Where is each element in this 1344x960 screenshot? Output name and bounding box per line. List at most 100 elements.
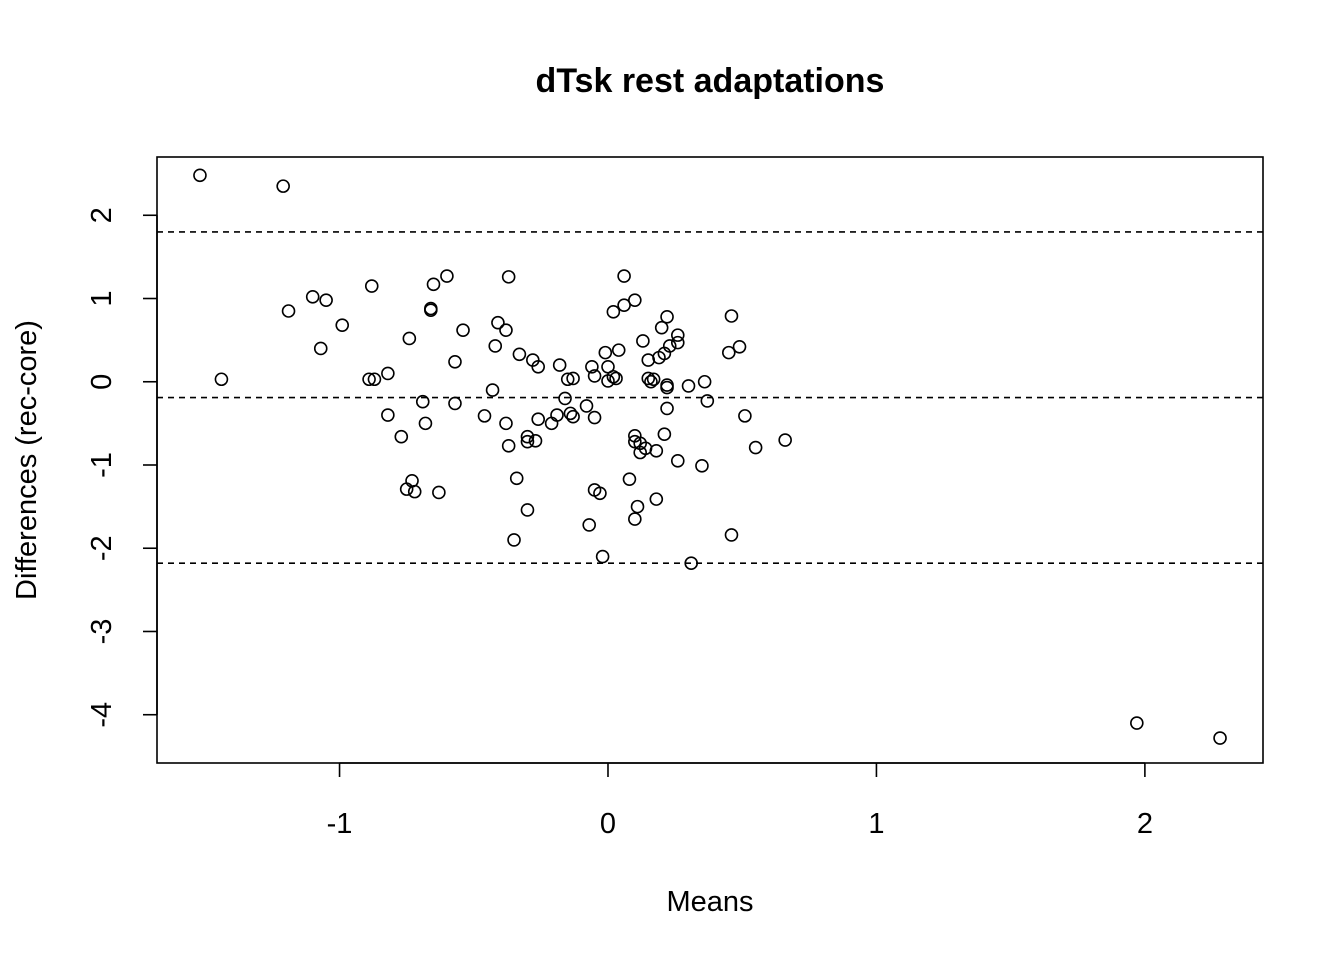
chart-title: dTsk rest adaptations	[536, 62, 885, 100]
x-tick-label: 0	[600, 808, 616, 840]
data-point	[491, 315, 505, 330]
data-point	[440, 269, 454, 283]
data-point	[424, 301, 438, 316]
data-point	[617, 269, 631, 283]
data-point	[628, 434, 642, 449]
x-axis: -1 0 1 2	[327, 762, 1153, 840]
data-point	[587, 410, 602, 425]
data-point	[732, 339, 747, 354]
data-point	[520, 434, 535, 449]
data-point	[509, 471, 524, 486]
data-point	[724, 309, 739, 323]
data-point	[501, 439, 516, 453]
data-point	[670, 335, 685, 350]
data-point	[281, 304, 296, 318]
y-axis: -4 -3 -2 -1 0 1 2	[86, 207, 158, 728]
data-point	[477, 409, 492, 423]
data-point	[415, 394, 430, 409]
data-point	[660, 380, 674, 395]
data-point	[617, 298, 631, 312]
data-point	[1130, 716, 1144, 730]
data-point	[646, 372, 661, 387]
data-point	[641, 371, 656, 386]
data-point	[644, 374, 658, 389]
data-point	[394, 429, 409, 444]
data-point	[531, 412, 545, 427]
data-point	[598, 345, 613, 360]
data-point	[512, 347, 527, 362]
data-point	[684, 556, 699, 571]
data-point	[748, 440, 763, 455]
data-point	[550, 408, 564, 422]
data-point	[630, 499, 645, 514]
data-point	[499, 323, 513, 337]
x-tick-label: 1	[868, 808, 884, 840]
data-point	[520, 429, 535, 444]
data-point	[520, 503, 535, 517]
data-point	[566, 371, 580, 386]
data-point	[660, 310, 674, 324]
x-axis-label: Means	[666, 886, 753, 918]
data-point	[622, 472, 637, 486]
data-point	[507, 533, 521, 547]
data-point	[501, 270, 516, 284]
x-tick-label: 2	[1137, 808, 1153, 840]
y-tick-label: -4	[86, 702, 118, 728]
data-point	[305, 290, 320, 304]
y-tick-label: 0	[86, 374, 118, 390]
data-point	[721, 345, 736, 360]
data-point	[606, 305, 621, 319]
data-point	[488, 339, 503, 353]
data-point	[456, 323, 470, 337]
data-point	[582, 518, 596, 532]
data-point	[362, 372, 376, 387]
data-point	[214, 372, 229, 387]
data-point	[426, 277, 441, 292]
data-point	[681, 379, 696, 393]
data-point	[381, 408, 395, 422]
data-point	[611, 343, 626, 357]
data-point	[563, 406, 578, 421]
data-point	[1213, 731, 1227, 745]
reference-lines	[157, 231, 1263, 565]
data-point	[560, 372, 575, 387]
data-point	[193, 168, 207, 183]
data-point	[407, 484, 422, 499]
data-point	[364, 279, 379, 293]
data-point	[585, 359, 599, 374]
data-point	[381, 366, 395, 381]
data-point	[313, 341, 328, 356]
data-point	[609, 371, 623, 386]
data-point	[636, 334, 650, 348]
data-point	[432, 485, 446, 500]
data-point	[778, 433, 792, 447]
data-point	[649, 492, 664, 506]
data-point	[660, 401, 674, 416]
data-point	[531, 359, 545, 374]
data-point	[485, 383, 500, 397]
data-point	[448, 396, 462, 411]
data-point	[670, 454, 685, 468]
data-point	[628, 293, 642, 307]
data-point	[654, 320, 669, 335]
data-point	[552, 358, 567, 372]
x-tick-label: -1	[327, 808, 353, 840]
data-point	[657, 427, 672, 441]
y-tick-label: 1	[86, 290, 118, 306]
data-point	[367, 372, 382, 387]
plot-frame	[156, 156, 1264, 764]
data-point	[558, 391, 572, 406]
data-point	[528, 434, 543, 448]
data-point	[595, 549, 610, 564]
data-point	[695, 459, 709, 473]
data-point	[697, 374, 712, 389]
data-point	[670, 328, 685, 342]
data-point	[738, 409, 752, 423]
data-point	[579, 399, 594, 413]
y-tick-label: -1	[86, 452, 118, 478]
data-point	[700, 394, 715, 408]
data-points	[193, 168, 1227, 745]
y-tick-label: 2	[86, 207, 118, 223]
data-point	[448, 354, 462, 369]
